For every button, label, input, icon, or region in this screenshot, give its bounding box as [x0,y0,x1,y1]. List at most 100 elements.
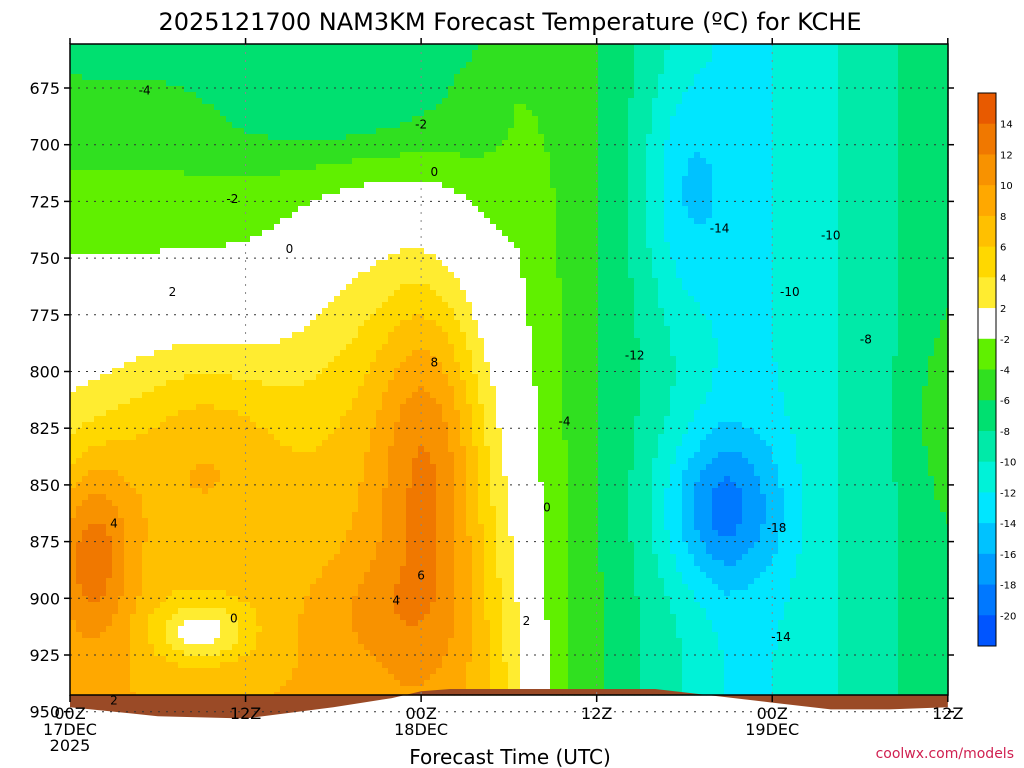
temperature-cell [130,44,137,51]
temperature-cell [226,194,233,201]
temperature-cell [262,362,269,369]
temperature-cell [268,158,275,165]
temperature-cell [214,446,221,453]
temperature-cell [88,248,95,255]
temperature-cell [178,146,185,153]
temperature-cell [166,104,173,111]
temperature-cell [268,86,275,93]
temperature-cell [304,320,311,327]
temperature-cell [118,368,125,375]
temperature-cell [142,188,149,195]
temperature-cell [82,236,89,243]
temperature-cell [136,236,143,243]
temperature-cell [166,668,173,675]
temperature-cell [232,350,239,357]
temperature-cell [118,338,125,345]
temperature-cell [304,104,311,111]
temperature-cell [286,674,293,681]
temperature-cell [76,284,83,291]
temperature-cell [130,452,137,459]
temperature-cell [76,272,83,279]
temperature-cell [106,308,113,315]
temperature-cell [112,488,119,495]
temperature-cell [82,686,89,693]
temperature-cell [178,350,185,357]
temperature-cell [100,68,107,75]
temperature-cell [244,158,251,165]
temperature-cell [244,290,251,297]
temperature-cell [310,524,317,531]
temperature-cell [262,542,269,549]
temperature-cell [88,386,95,393]
temperature-cell [268,572,275,579]
temperature-cell [178,296,185,303]
temperature-cell [262,572,269,579]
temperature-cell [256,50,263,57]
temperature-cell [238,206,245,213]
temperature-cell [226,254,233,261]
temperature-cell [286,212,293,219]
temperature-cell [82,626,89,633]
temperature-cell [256,242,263,249]
temperature-cell [148,494,155,501]
temperature-cell [232,308,239,315]
temperature-cell [88,518,95,525]
temperature-cell [202,608,209,615]
temperature-cell [256,320,263,327]
temperature-cell [280,614,287,621]
temperature-cell [316,668,323,675]
temperature-cell [112,650,119,657]
temperature-cell [268,50,275,57]
temperature-cell [148,488,155,495]
temperature-cell [214,380,221,387]
temperature-cell [226,620,233,627]
temperature-cell [136,566,143,573]
temperature-cell [82,68,89,75]
temperature-cell [202,656,209,663]
temperature-cell [232,86,239,93]
temperature-cell [130,308,137,315]
temperature-cell [112,272,119,279]
temperature-cell [322,92,329,99]
temperature-cell [172,278,179,285]
temperature-cell [148,68,155,75]
temperature-cell [106,152,113,159]
temperature-cell [304,80,311,87]
temperature-cell [124,164,131,171]
temperature-cell [238,374,245,381]
temperature-cell [166,500,173,507]
temperature-cell [76,116,83,123]
temperature-cell [136,614,143,621]
temperature-cell [136,410,143,417]
temperature-cell [82,620,89,627]
temperature-cell [154,176,161,183]
temperature-cell [328,494,335,501]
temperature-cell [148,152,155,159]
temperature-cell [94,314,101,321]
temperature-cell [256,260,263,267]
temperature-cell [172,182,179,189]
temperature-cell [100,428,107,435]
temperature-cell [256,62,263,69]
temperature-cell [334,302,341,309]
temperature-cell [100,248,107,255]
temperature-cell [178,560,185,567]
temperature-cell [298,584,305,591]
temperature-cell [202,644,209,651]
temperature-cell [208,446,215,453]
temperature-cell [214,692,221,696]
temperature-cell [238,458,245,465]
temperature-cell [268,518,275,525]
temperature-cell [292,218,299,225]
temperature-cell [250,266,257,273]
temperature-cell [298,158,305,165]
temperature-cell [292,452,299,459]
temperature-cell [136,164,143,171]
temperature-cell [322,266,329,273]
temperature-cell [310,50,317,57]
temperature-cell [76,326,83,333]
temperature-cell [202,578,209,585]
temperature-cell [322,170,329,177]
temperature-cell [286,476,293,483]
temperature-cell [178,602,185,609]
